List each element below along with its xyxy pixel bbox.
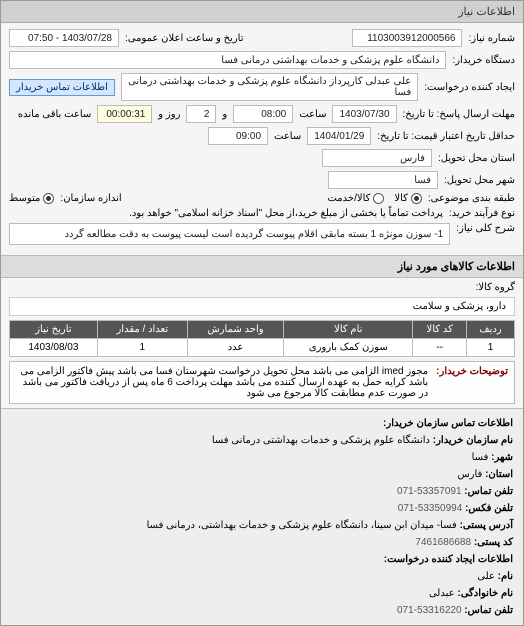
post-value: 7461686688 bbox=[415, 534, 471, 551]
radio-khadmat[interactable]: کالا/خدمت bbox=[327, 193, 384, 204]
org-label: نام سازمان خریدار: bbox=[433, 435, 513, 446]
req-no-value: 1103003912000566 bbox=[352, 29, 462, 47]
validity-date: 1404/01/29 bbox=[307, 127, 371, 145]
org-value: دانشگاه علوم پزشکی و خدمات بهداشتی درمان… bbox=[212, 435, 430, 446]
group-label: گروه کالا: bbox=[476, 282, 515, 293]
td-date: 1403/08/03 bbox=[10, 339, 98, 357]
goods-table: ردیف کد کالا نام کالا واحد شمارش تعداد /… bbox=[9, 320, 515, 357]
contact-title: اطلاعات تماس سازمان خریدار: bbox=[383, 418, 513, 429]
post-label: کد پستی: bbox=[474, 537, 513, 548]
buyer-value: دانشگاه علوم پزشکی و خدمات بهداشتی درمان… bbox=[9, 51, 446, 69]
contact-city-label: شهر: bbox=[491, 452, 513, 463]
desc-label: شرح کلی نیاز: bbox=[456, 223, 515, 234]
td-name: سوزن کمک باروری bbox=[284, 339, 413, 357]
th-name: نام کالا bbox=[284, 321, 413, 339]
contact-city: فسا bbox=[472, 452, 489, 463]
fax-value: 071-53350994 bbox=[398, 500, 463, 517]
days-prefix: و bbox=[222, 109, 227, 120]
pay-text: پرداخت تماماً یا بخشی از مبلغ خرید،از مح… bbox=[9, 208, 443, 219]
announce-label: تاریخ و ساعت اعلان عمومی: bbox=[125, 33, 244, 44]
validity-time: 09:00 bbox=[208, 127, 268, 145]
contact-prov-label: استان: bbox=[485, 469, 513, 480]
contact-buyer-button[interactable]: اطلاعات تماس خریدار bbox=[9, 79, 115, 96]
name-value: علی bbox=[477, 571, 495, 582]
req-creator-label: اطلاعات ایجاد کننده درخواست: bbox=[384, 554, 513, 565]
city-label: شهر محل تحویل: bbox=[444, 175, 515, 186]
days-suffix: روز و bbox=[158, 109, 180, 120]
radio-kala[interactable]: کالا bbox=[394, 193, 422, 204]
tel2-label: تلفن تماس: bbox=[464, 605, 513, 616]
family-value: عبدلی bbox=[429, 588, 455, 599]
class-radio-group: کالا کالا/خدمت bbox=[327, 193, 421, 204]
panel-title: اطلاعات نیاز bbox=[1, 1, 523, 23]
announce-value: 1403/07/28 - 07:50 bbox=[9, 29, 119, 47]
radio-khadmat-label: کالا/خدمت bbox=[327, 193, 370, 204]
table-header-row: ردیف کد کالا نام کالا واحد شمارش تعداد /… bbox=[10, 321, 515, 339]
note-text: مجوز imed الزامی می باشد محل تحویل درخوا… bbox=[16, 366, 428, 399]
tel-label: تلفن تماس: bbox=[464, 486, 513, 497]
remain-label: ساعت باقی مانده bbox=[18, 109, 91, 120]
deadline-date: 1403/07/30 bbox=[332, 105, 396, 123]
pay-label: نوع فرآیند خرید: bbox=[449, 208, 515, 219]
td-index: 1 bbox=[466, 339, 514, 357]
creator-label: ایجاد کننده درخواست: bbox=[424, 82, 515, 93]
name-label: نام: bbox=[498, 571, 513, 582]
req-no-label: شماره نیاز: bbox=[468, 33, 515, 44]
creator-value: علی عبدلی کارپرداز دانشگاه علوم پزشکی و … bbox=[121, 73, 418, 101]
radio-dot-icon bbox=[373, 193, 384, 204]
tel-value: 071-53357091 bbox=[397, 483, 462, 500]
radio-dot-icon bbox=[43, 193, 54, 204]
buyer-label: دستگاه خریدار: bbox=[452, 55, 515, 66]
contact-section: اطلاعات تماس سازمان خریدار: نام سازمان خ… bbox=[1, 408, 523, 625]
deadline-time-label: ساعت bbox=[299, 109, 326, 120]
contact-prov: فارس bbox=[457, 469, 482, 480]
radio-kala-label: کالا bbox=[394, 193, 408, 204]
fax-label: تلفن فکس: bbox=[465, 503, 513, 514]
th-unit: واحد شمارش bbox=[187, 321, 283, 339]
th-date: تاریخ نیاز bbox=[10, 321, 98, 339]
size-label: اندازه سازمان: bbox=[60, 193, 121, 204]
city-value: فسا bbox=[328, 171, 438, 189]
buyer-note: توضیحات خریدار: مجوز imed الزامی می باشد… bbox=[9, 361, 515, 404]
days-value: 2 bbox=[186, 105, 216, 123]
table-row: 1 -- سوزن کمک باروری عدد 1 1403/08/03 bbox=[10, 339, 515, 357]
province-value: فارس bbox=[322, 149, 432, 167]
deadline-time: 08:00 bbox=[233, 105, 293, 123]
td-code: -- bbox=[413, 339, 467, 357]
size-med-label: متوسط bbox=[9, 193, 40, 204]
family-label: نام خانوادگی: bbox=[457, 588, 513, 599]
th-index: ردیف bbox=[466, 321, 514, 339]
remain-time: 00:00:31 bbox=[97, 105, 152, 123]
addr-value: فسا- میدان ابن سینا، دانشگاه علوم پزشکی … bbox=[147, 520, 457, 531]
radio-dot-icon bbox=[411, 193, 422, 204]
th-code: کد کالا bbox=[413, 321, 467, 339]
th-qty: تعداد / مقدار bbox=[97, 321, 187, 339]
goods-section-title: اطلاعات کالاهای مورد نیاز bbox=[1, 255, 523, 278]
validity-label: حداقل تاریخ اعتبار قیمت: تا تاریخ: bbox=[377, 131, 515, 142]
validity-time-label: ساعت bbox=[274, 131, 301, 142]
deadline-label: مهلت ارسال پاسخ: تا تاریخ: bbox=[403, 109, 515, 120]
note-label: توضیحات خریدار: bbox=[436, 366, 508, 399]
need-info-panel: اطلاعات نیاز شماره نیاز: 110300391200056… bbox=[0, 0, 524, 626]
desc-value: 1- سوزن مونژه 1 بسته مابقی اقلام پیوست گ… bbox=[9, 223, 450, 245]
addr-label: آدرس پستی: bbox=[460, 520, 513, 531]
tel2-value: 071-53316220 bbox=[397, 602, 462, 619]
radio-size-med[interactable]: متوسط bbox=[9, 193, 54, 204]
group-value: دارو، پزشکی و سلامت bbox=[9, 297, 515, 316]
province-label: استان محل تحویل: bbox=[438, 153, 515, 164]
td-unit: عدد bbox=[187, 339, 283, 357]
class-label: طبقه بندی موضوعی: bbox=[428, 193, 515, 204]
main-fields: شماره نیاز: 1103003912000566 تاریخ و ساع… bbox=[1, 23, 523, 255]
td-qty: 1 bbox=[97, 339, 187, 357]
